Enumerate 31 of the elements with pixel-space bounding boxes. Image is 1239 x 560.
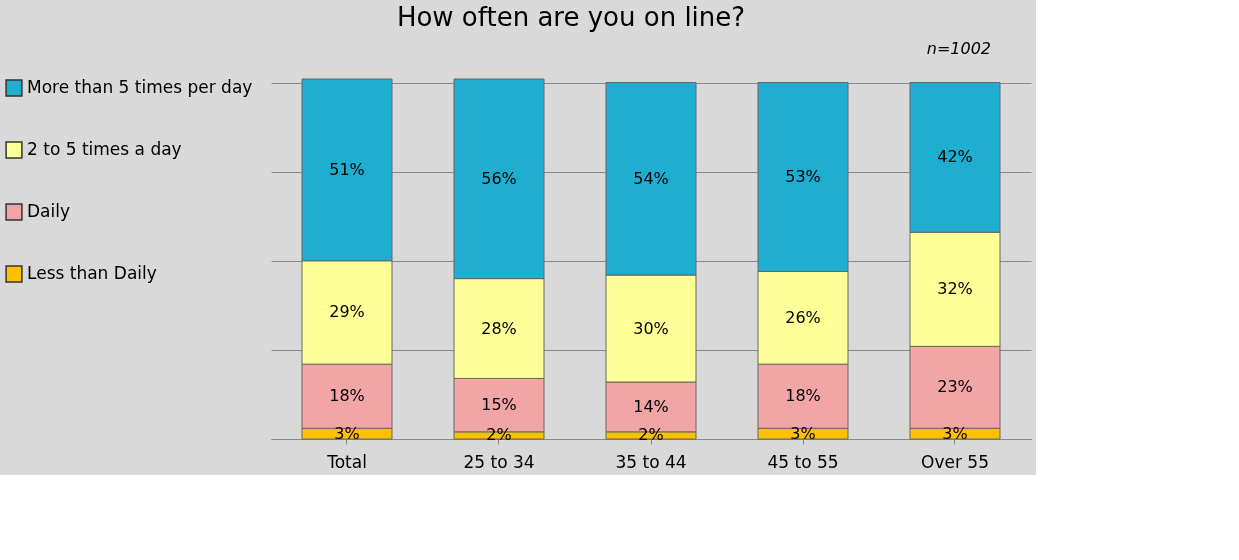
x-tick-label: 35 to 44 [615,451,687,472]
data-label: 15% [481,395,517,415]
data-label: 18% [785,386,821,406]
data-label: 29% [329,302,365,322]
x-tick-label: Total [326,451,367,472]
data-label: 32% [937,279,973,299]
data-label: 54% [633,168,669,188]
data-label: 18% [329,386,365,406]
data-label: 3% [790,423,816,443]
legend-label: 2 to 5 times a day [27,139,182,159]
data-label: 26% [785,307,821,327]
x-tick-label: 25 to 34 [463,451,535,472]
legend-label: Less than Daily [27,263,157,283]
data-label: 14% [633,396,669,416]
data-label: 28% [481,318,517,338]
data-label: 30% [633,318,669,338]
chart-title: How often are you on line? [396,2,746,32]
x-tick-label: Over 55 [921,451,989,472]
data-label: 42% [937,147,973,167]
data-label: 3% [942,423,968,443]
legend-label: More than 5 times per day [27,77,253,97]
text: n=1002 [926,39,991,58]
x-tick-label: 45 to 55 [767,451,839,472]
data-label: 2% [486,425,512,445]
data-label: 53% [785,167,821,187]
data-label: 2% [638,425,664,445]
data-label: 23% [937,377,973,397]
legend-label: Daily [27,201,71,221]
data-label: 3% [334,423,360,443]
data-label: 51% [329,159,365,179]
data-label: 56% [481,168,517,188]
